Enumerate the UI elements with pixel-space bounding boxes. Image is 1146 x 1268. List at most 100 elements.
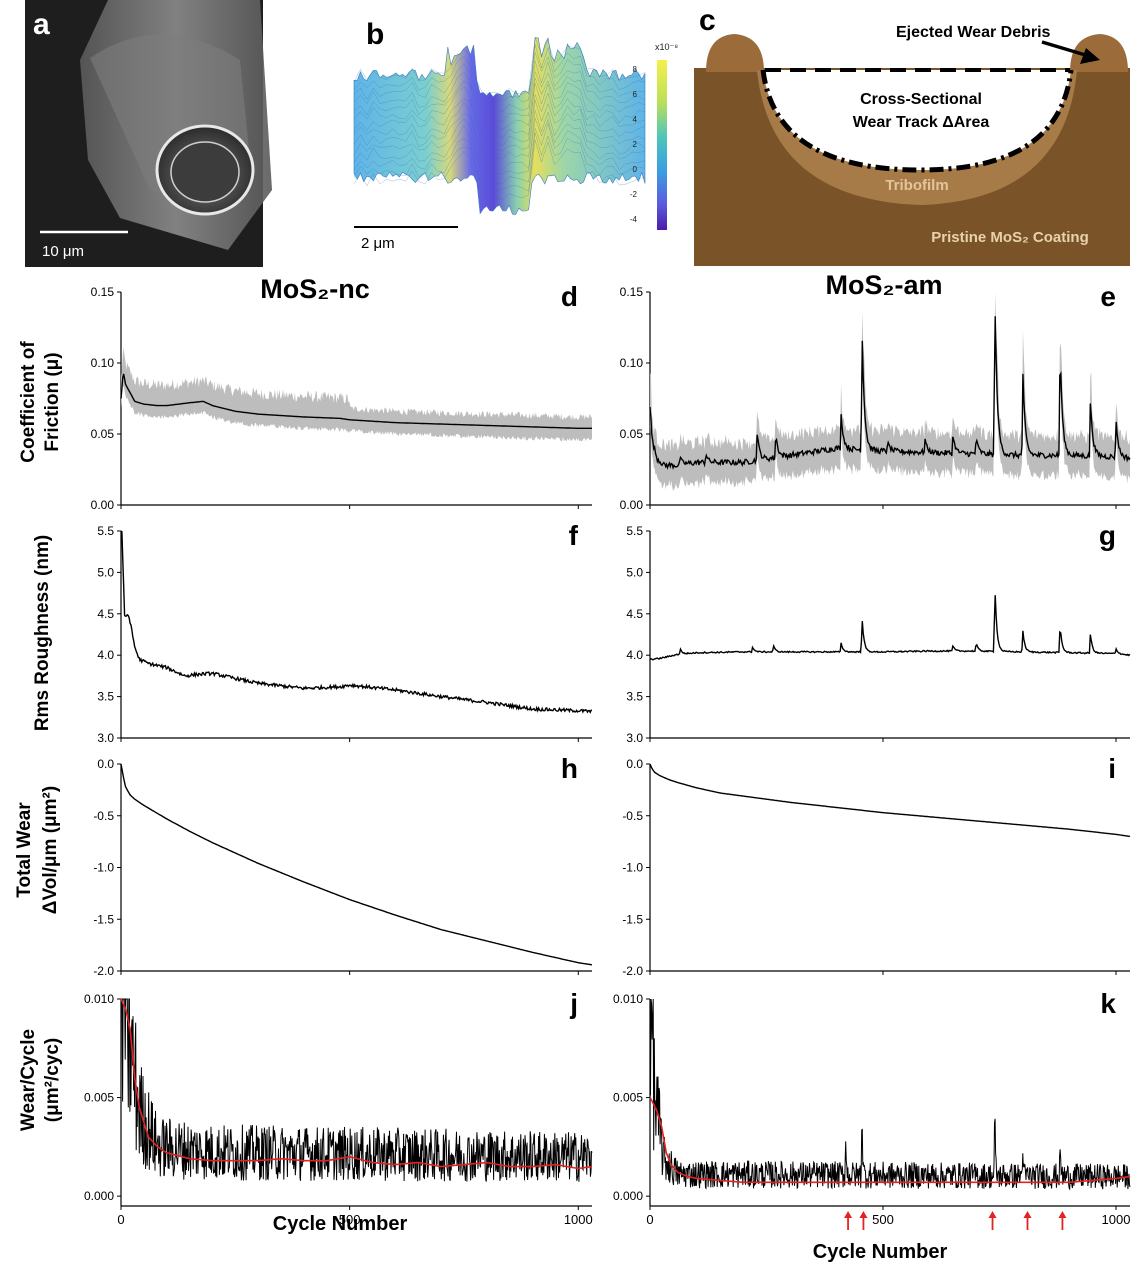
y-tick-label-d: 0.15 [91, 285, 115, 299]
mesh-line [353, 122, 646, 184]
colorbar-tick-label: 4 [633, 115, 638, 124]
y-tick-label-k: 0.010 [613, 992, 643, 1006]
charts: 0.000.050.100.15 d0.000.050.100.15 e3.03.5… [84, 281, 1131, 1230]
y-tick-label-f: 4.0 [97, 648, 114, 662]
series-line-e [649, 316, 1131, 470]
row-label-roughness-1: Rms Roughness (nm) [32, 535, 53, 731]
y-tick-label-j: 0.000 [84, 1189, 114, 1203]
row-label-wear-1: Total Wear [14, 802, 35, 898]
sem-tip-center [170, 141, 240, 203]
mesh-line [353, 118, 646, 175]
colorbar-tick-label: -2 [630, 190, 638, 199]
y-tick-label-d: 0.00 [91, 498, 115, 512]
panel-letter-j: j [569, 988, 578, 1019]
row-label-wearcycle-2: (μm²/cyc) [42, 1038, 63, 1122]
chart-e: 0.00 0.05 0.10 0.15 e [620, 281, 1131, 512]
panel-letter-c: c [699, 4, 716, 37]
colorbar-tick-label: 0 [633, 165, 638, 174]
series-line-g [649, 595, 1131, 661]
scale-label-a: 10 μm [42, 243, 84, 260]
mesh-line [353, 139, 646, 201]
row-label-friction-1: Coefficient of [18, 341, 39, 463]
y-tick-label-d: 0.10 [91, 356, 115, 370]
chart-i: 0.0 -0.5 -1.0 -1.5 -2.0 i [622, 753, 1131, 978]
y-tick-label-e: 0.00 [620, 498, 644, 512]
x-tick-label-k: 0 [646, 1212, 653, 1227]
mesh-line [353, 132, 646, 192]
row-label-wear: Total Wear ΔVol/μm (μm²) [14, 786, 61, 914]
mesh-line [353, 60, 646, 122]
event-arrow-head [1023, 1211, 1032, 1218]
x-tick-label-k: 1000 [1102, 1212, 1131, 1227]
event-arrow-head [1058, 1211, 1067, 1218]
topography-surface [353, 37, 646, 215]
colorbar-ticks: 8 6 4 2 0 -2 -4 [630, 65, 638, 224]
y-tick-label-j: 0.010 [84, 992, 114, 1006]
row-label-wear-2: ΔVol/μm (μm²) [40, 786, 61, 914]
x-tick-label-k: 500 [872, 1212, 894, 1227]
y-tick-label-g: 5.5 [626, 524, 643, 538]
y-tick-label-e: 0.05 [620, 427, 644, 441]
mesh-line [353, 44, 646, 102]
y-tick-label-g: 4.5 [626, 607, 643, 621]
debris-arrow-head [1080, 48, 1100, 64]
y-tick-label-e: 0.15 [620, 285, 644, 299]
panel-letter-b: b [366, 18, 384, 51]
y-tick-label-h: -1.5 [93, 912, 114, 926]
mesh-line [353, 100, 646, 160]
tribofilm-label: Tribofilm [885, 177, 948, 194]
mesh-line [353, 52, 646, 112]
y-tick-label-h: -1.0 [93, 861, 114, 875]
panel-letter-d: d [561, 281, 578, 312]
y-tick-label-f: 3.5 [97, 690, 114, 704]
y-tick-label-e: 0.10 [620, 356, 644, 370]
column-title-right: MoS₂-am [825, 270, 942, 300]
row-label-wearcycle: Wear/Cycle (μm²/cyc) [18, 1029, 63, 1131]
topography-mesh [353, 37, 646, 201]
panel-letter-i: i [1108, 753, 1116, 784]
average-line-k [649, 1097, 1131, 1184]
row-label-friction-2: Friction (μ) [42, 352, 63, 451]
chart-f: 3.0 3.5 4.0 4.5 5.0 5.5 f [97, 520, 593, 745]
mesh-line [353, 82, 646, 147]
y-tick-label-k: 0.005 [613, 1091, 643, 1105]
colorbar-tick-label: -4 [630, 215, 638, 224]
y-tick-label-f: 5.0 [97, 565, 114, 579]
column-title-left: MoS₂-nc [260, 274, 370, 304]
y-tick-label-f: 5.5 [97, 524, 114, 538]
panel-letter-a: a [33, 8, 50, 41]
pristine-label: Pristine MoS₂ Coating [931, 229, 1089, 246]
y-tick-label-f: 4.5 [97, 607, 114, 621]
panel-b: x10⁻⁸ 8 6 4 2 0 -2 -4 2 μm b [353, 18, 678, 252]
average-line-j [120, 998, 593, 1170]
mesh-line [353, 70, 646, 130]
series-line-i [649, 763, 1131, 838]
chart-g: 3.0 3.5 4.0 4.5 5.0 5.5 g [626, 520, 1131, 745]
panel-c: Ejected Wear Debris Cross-Sectional Wear… [694, 4, 1130, 266]
std-band-e [650, 292, 1130, 492]
cross-label-2: Wear Track ΔArea [853, 114, 990, 131]
chart-d: 0.00 0.05 0.10 0.15 d [91, 281, 592, 512]
y-tick-label-h: -2.0 [93, 964, 114, 978]
series-line-d [120, 373, 592, 429]
colorbar-tick-label: 2 [633, 140, 638, 149]
debris-left [706, 34, 764, 72]
mesh-line [353, 78, 646, 139]
y-tick-label-i: -2.0 [622, 964, 643, 978]
y-tick-label-i: 0.0 [626, 757, 643, 771]
y-tick-label-i: -1.0 [622, 861, 643, 875]
scale-label-b: 2 μm [361, 235, 395, 252]
cross-label-1: Cross-Sectional [860, 91, 982, 108]
panel-letter-f: f [569, 520, 579, 551]
y-tick-label-g: 3.5 [626, 690, 643, 704]
colorbar-tick-label: 8 [633, 65, 638, 74]
colorbar-exponent: x10⁻⁸ [655, 42, 678, 52]
panel-a: 10 μm a [25, 0, 272, 267]
dashed-track-outline [760, 69, 1074, 173]
y-tick-label-g: 4.0 [626, 648, 643, 662]
wear-trace-j [121, 998, 593, 1182]
colorbar [657, 60, 667, 230]
row-label-roughness: Rms Roughness (nm) [32, 535, 53, 731]
row-label-friction: Coefficient of Friction (μ) [18, 341, 63, 463]
